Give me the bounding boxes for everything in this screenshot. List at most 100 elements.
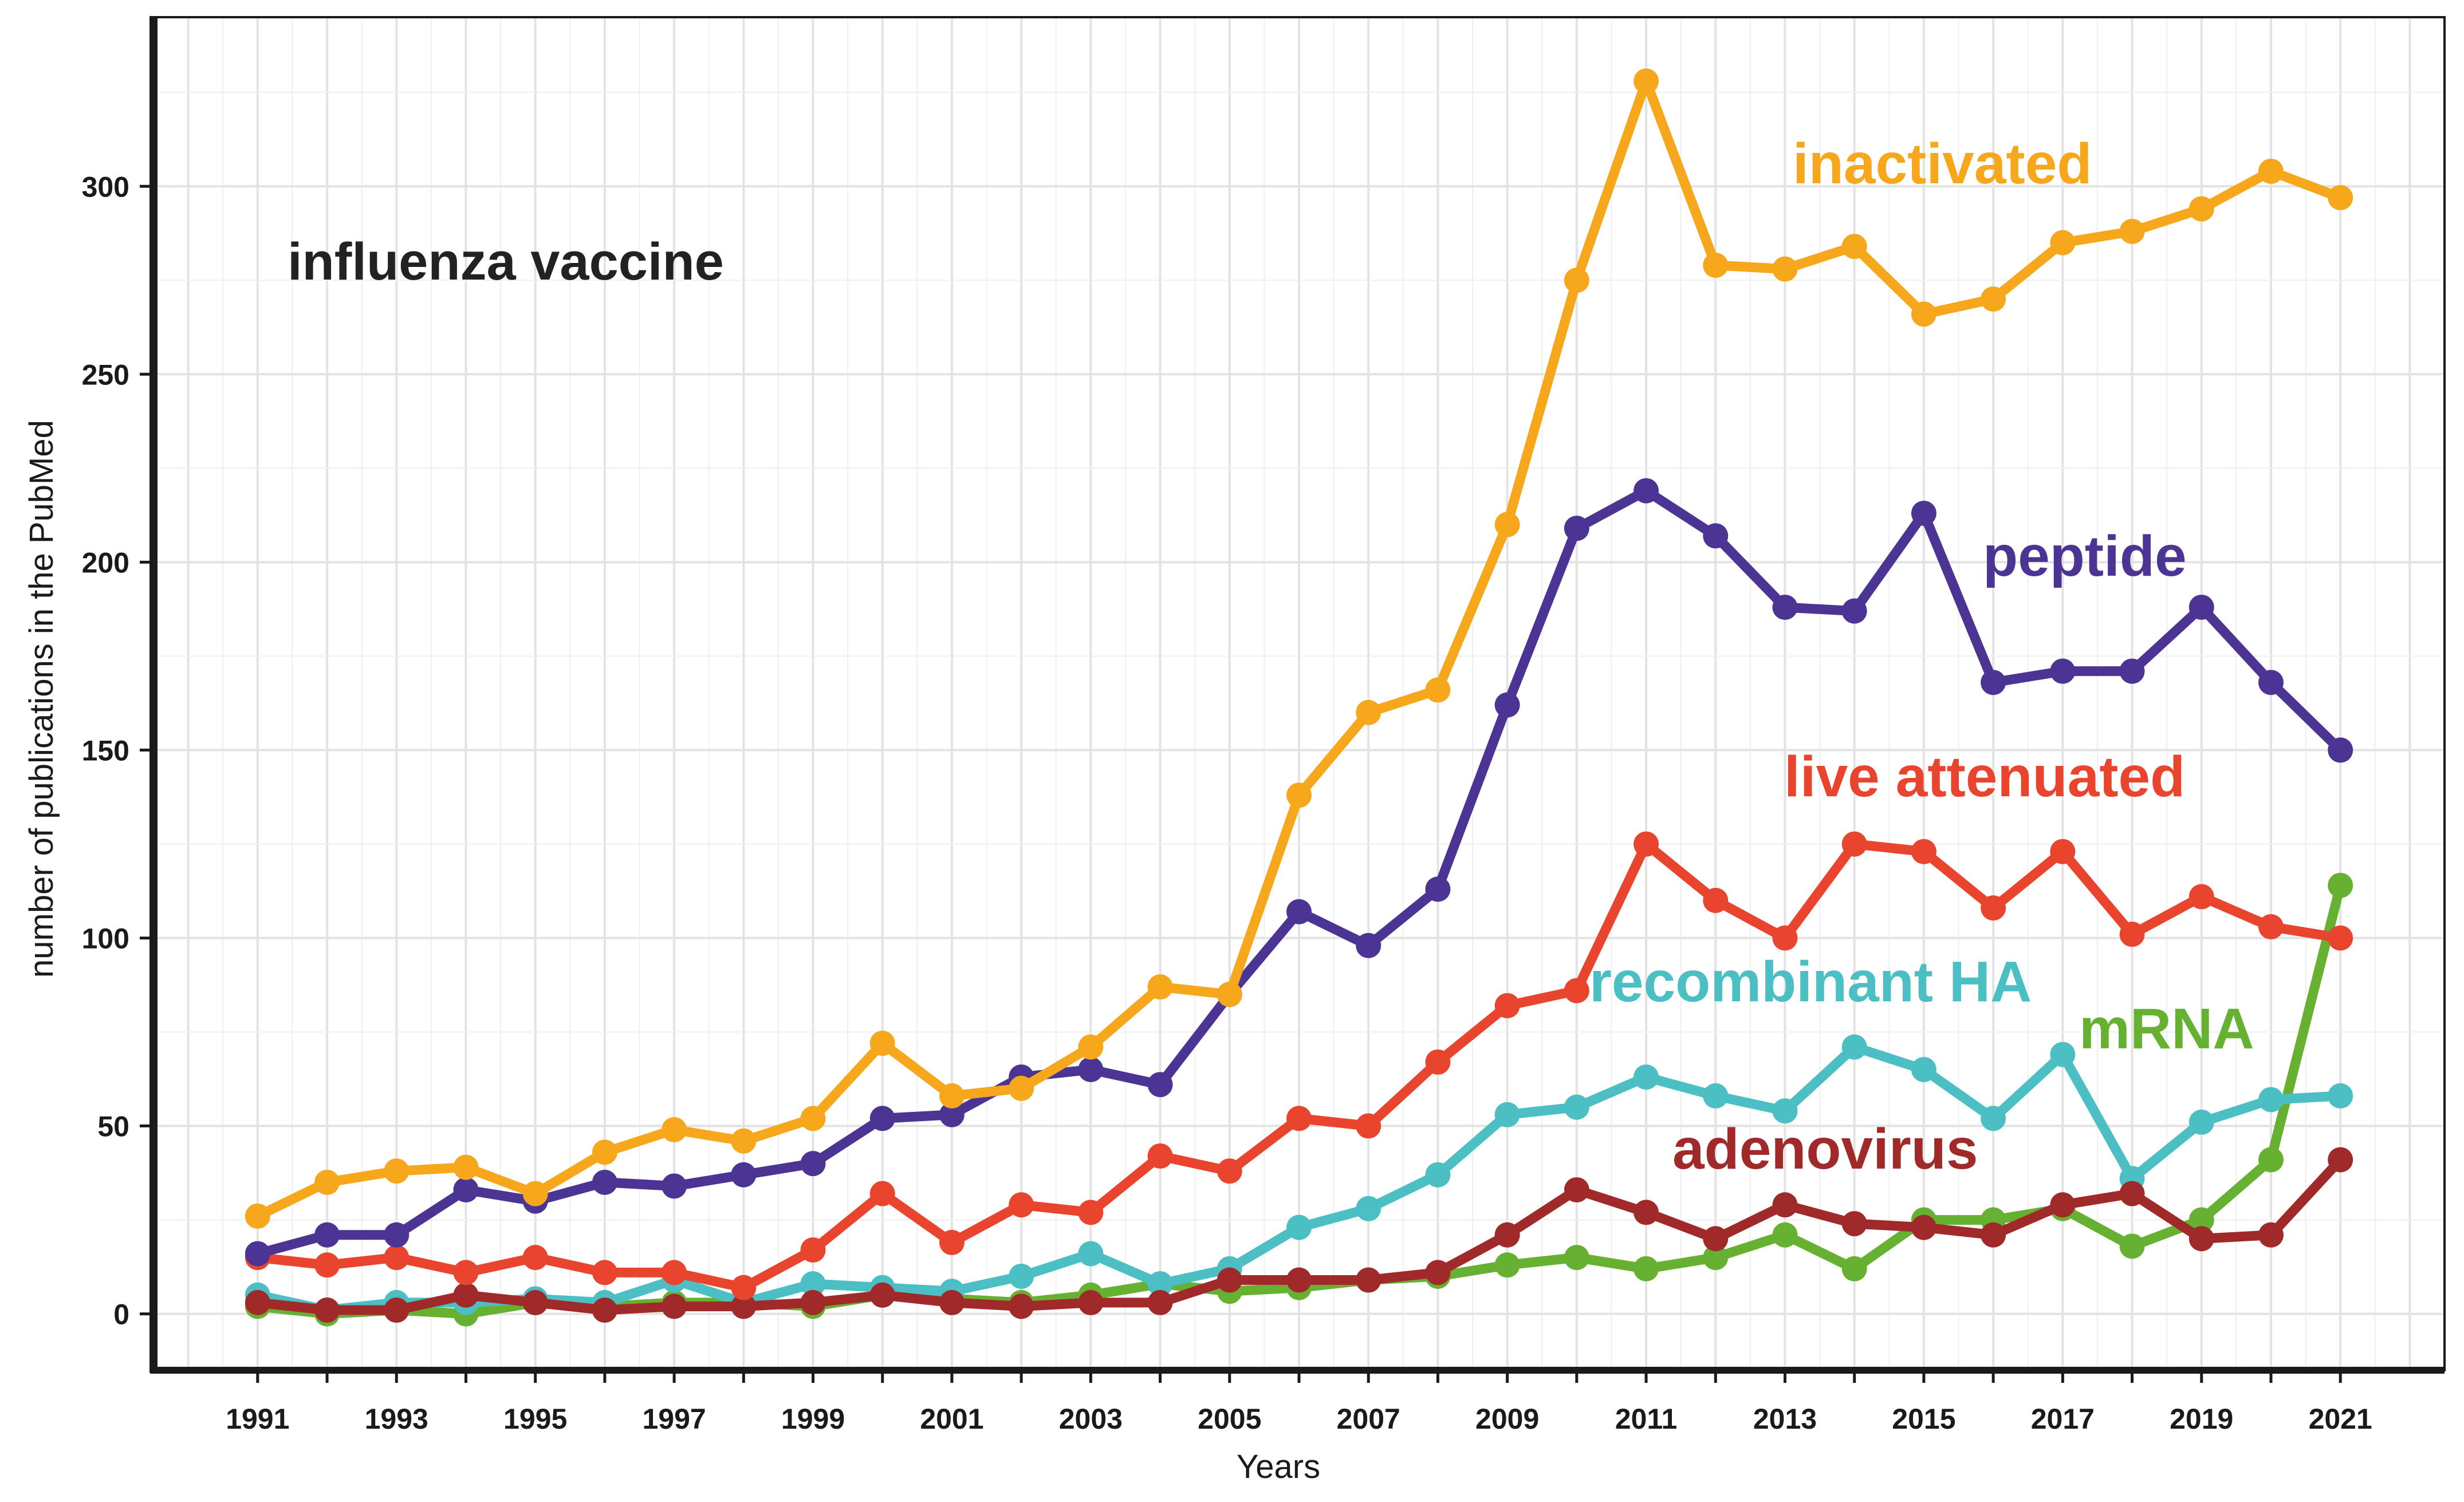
data-point-live-attenuated xyxy=(1911,839,1936,864)
data-point-peptide xyxy=(2328,737,2353,763)
data-point-peptide xyxy=(1564,516,1589,541)
data-point-peptide xyxy=(2258,670,2284,695)
x-tick-label: 1993 xyxy=(365,1403,428,1435)
data-point-inactivated xyxy=(1147,974,1173,1000)
data-point-adenovirus xyxy=(1564,1177,1589,1203)
data-point-inactivated xyxy=(1217,981,1242,1007)
data-point-live-attenuated xyxy=(1841,831,1867,857)
data-point-peptide xyxy=(2119,658,2145,684)
data-point-peptide xyxy=(1078,1057,1104,1083)
data-point-adenovirus xyxy=(453,1282,479,1308)
data-point-recombinant-ha xyxy=(1703,1083,1729,1109)
data-point-inactivated xyxy=(2258,159,2284,184)
data-point-live-attenuated xyxy=(1634,831,1659,857)
x-tick-label: 1997 xyxy=(642,1403,706,1435)
data-point-peptide xyxy=(939,1102,965,1127)
data-point-inactivated xyxy=(384,1158,410,1184)
data-point-adenovirus xyxy=(245,1289,270,1315)
data-point-live-attenuated xyxy=(384,1245,410,1271)
data-point-inactivated xyxy=(1841,234,1867,259)
data-point-recombinant-ha xyxy=(1772,1098,1798,1124)
y-axis-title: number of publications in the PubMed xyxy=(23,420,60,978)
data-point-adenovirus xyxy=(1078,1289,1104,1315)
data-point-recombinant-ha xyxy=(2050,1041,2076,1067)
data-point-adenovirus xyxy=(314,1297,340,1323)
data-point-inactivated xyxy=(1981,286,2006,312)
data-point-recombinant-ha xyxy=(1634,1064,1659,1090)
series-layer xyxy=(245,68,2353,1327)
data-point-inactivated xyxy=(2050,230,2076,255)
data-point-inactivated xyxy=(453,1154,479,1180)
data-point-peptide xyxy=(2050,658,2076,684)
data-point-adenovirus xyxy=(1009,1293,1034,1319)
data-point-inactivated xyxy=(1286,783,1312,808)
data-point-recombinant-ha xyxy=(1147,1271,1173,1297)
data-point-peptide xyxy=(453,1177,479,1203)
y-tick-label: 100 xyxy=(82,922,129,954)
data-point-peptide xyxy=(1703,523,1729,549)
y-tick-label: 150 xyxy=(82,734,129,766)
label-recombinant-ha: recombinant HA xyxy=(1589,950,2032,1014)
data-point-mrna xyxy=(1703,1245,1729,1271)
chart-title: influenza vaccine xyxy=(288,233,724,291)
data-point-peptide xyxy=(662,1173,687,1199)
data-point-peptide xyxy=(1147,1072,1173,1098)
x-tick-label: 2021 xyxy=(2309,1403,2372,1435)
data-point-adenovirus xyxy=(1286,1267,1312,1293)
data-point-adenovirus xyxy=(1217,1267,1242,1293)
data-point-peptide xyxy=(1634,478,1659,504)
series-adenovirus xyxy=(245,1147,2353,1323)
data-point-live-attenuated xyxy=(869,1181,895,1206)
data-point-recombinant-ha xyxy=(1009,1263,1034,1289)
label-adenovirus: adenovirus xyxy=(1672,1117,1978,1181)
data-point-live-attenuated xyxy=(592,1260,617,1285)
y-tick-label: 200 xyxy=(82,546,129,579)
data-point-peptide xyxy=(1911,501,1936,526)
data-point-adenovirus xyxy=(1911,1214,1936,1240)
data-point-live-attenuated xyxy=(1009,1192,1034,1218)
data-point-peptide xyxy=(1772,595,1798,620)
data-point-adenovirus xyxy=(522,1289,548,1315)
data-point-live-attenuated xyxy=(453,1260,479,1285)
data-point-mrna xyxy=(1564,1245,1589,1271)
data-point-recombinant-ha xyxy=(1564,1094,1589,1120)
data-point-live-attenuated xyxy=(2328,925,2353,951)
data-point-adenovirus xyxy=(1147,1289,1173,1315)
data-point-recombinant-ha xyxy=(2258,1087,2284,1112)
data-point-inactivated xyxy=(662,1117,687,1143)
data-point-recombinant-ha xyxy=(800,1271,826,1297)
y-tick-label: 250 xyxy=(82,359,129,391)
data-point-recombinant-ha xyxy=(1078,1241,1104,1267)
data-point-mrna xyxy=(2258,1147,2284,1173)
label-inactivated: inactivated xyxy=(1793,132,2092,196)
y-tick-label: 50 xyxy=(97,1111,129,1143)
data-point-inactivated xyxy=(1425,677,1451,703)
data-point-recombinant-ha xyxy=(1286,1214,1312,1240)
data-point-mrna xyxy=(2119,1233,2145,1259)
data-point-live-attenuated xyxy=(939,1229,965,1255)
data-point-recombinant-ha xyxy=(2328,1083,2353,1109)
data-point-inactivated xyxy=(2328,184,2353,210)
data-point-live-attenuated xyxy=(2119,921,2145,947)
data-point-live-attenuated xyxy=(1494,993,1520,1019)
data-point-recombinant-ha xyxy=(1841,1034,1867,1060)
data-point-live-attenuated xyxy=(1703,887,1729,913)
data-point-adenovirus xyxy=(2189,1226,2214,1252)
data-point-adenovirus xyxy=(1772,1192,1798,1218)
data-point-inactivated xyxy=(2189,196,2214,222)
data-point-adenovirus xyxy=(592,1297,617,1323)
label-peptide: peptide xyxy=(1983,524,2187,588)
data-point-inactivated xyxy=(1634,68,1659,94)
x-tick-label: 2015 xyxy=(1892,1403,1955,1435)
data-point-inactivated xyxy=(1911,301,1936,327)
data-point-mrna xyxy=(1494,1252,1520,1278)
data-point-live-attenuated xyxy=(2050,839,2076,864)
data-point-inactivated xyxy=(2119,218,2145,244)
data-point-peptide xyxy=(1981,670,2006,695)
data-point-peptide xyxy=(1286,899,1312,925)
data-point-live-attenuated xyxy=(1217,1158,1242,1184)
x-tick-label: 2003 xyxy=(1059,1403,1123,1435)
data-point-peptide xyxy=(731,1162,757,1188)
series-live-attenuated xyxy=(245,831,2353,1300)
x-tick-label: 2011 xyxy=(1615,1403,1677,1435)
